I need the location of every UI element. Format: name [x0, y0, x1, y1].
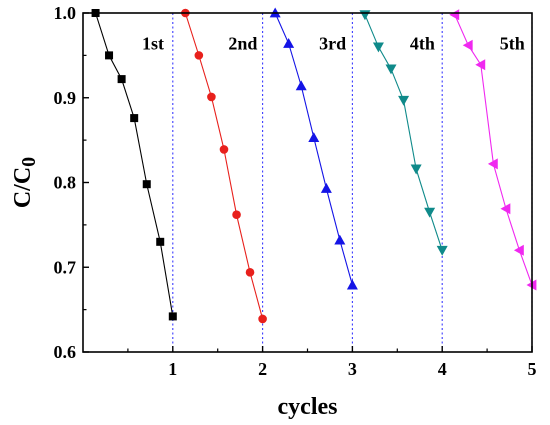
x-tick-label-3: 3: [348, 359, 357, 379]
series-label-2: 2nd: [228, 33, 257, 53]
series-5: [449, 9, 537, 291]
data-point-1-3: [117, 75, 126, 84]
series-label-1: 1st: [142, 33, 164, 53]
x-tick-label-4: 4: [438, 359, 447, 379]
x-tick-label-5: 5: [528, 359, 537, 379]
data-point-3-7: [346, 279, 358, 290]
data-point-2-2: [194, 51, 204, 60]
series-label-3: 3rd: [319, 33, 346, 53]
y-tick-label-4: 0.9: [54, 88, 77, 108]
data-point-4-4: [398, 95, 410, 106]
series-line-5: [454, 14, 533, 286]
data-point-4-5: [410, 164, 422, 175]
series-layer: [91, 7, 537, 324]
data-point-3-6: [334, 234, 346, 245]
series-label-4: 4th: [410, 33, 435, 53]
data-point-5-4: [487, 158, 498, 170]
data-point-3-3: [295, 80, 307, 91]
data-point-2-4: [219, 145, 229, 154]
data-point-1-2: [105, 51, 114, 60]
y-axis-label: C/C0: [10, 157, 40, 208]
series-2: [181, 8, 267, 324]
data-point-3-2: [283, 38, 295, 48]
y-tick-label-3: 0.8: [54, 173, 77, 193]
data-point-5-1: [449, 9, 460, 21]
axis-ticks: 1 2 3 4 5 0.6 0.7 0.8 0.9 1.0: [54, 3, 537, 379]
data-point-4-6: [424, 207, 436, 218]
data-point-4-7: [436, 245, 448, 256]
data-point-5-2: [462, 39, 473, 51]
data-point-2-6: [245, 268, 255, 277]
data-point-5-5: [500, 203, 511, 215]
data-point-2-7: [258, 314, 267, 324]
y-axis-label-main: C/C: [10, 167, 36, 208]
series-label-5: 5th: [500, 33, 525, 53]
data-point-5-6: [513, 244, 524, 256]
data-point-4-2: [372, 42, 384, 53]
data-point-2-3: [207, 92, 216, 102]
y-tick-label-2: 0.7: [54, 257, 77, 277]
data-point-1-7: [168, 312, 177, 321]
y-tick-label-5: 1.0: [54, 3, 77, 23]
data-point-1-5: [142, 180, 151, 189]
data-point-4-3: [385, 64, 397, 75]
data-point-5-3: [475, 59, 486, 71]
data-point-4-1: [359, 10, 371, 21]
series-labels: 1st 2nd 3rd 4th 5th: [142, 33, 525, 53]
x-axis-label: cycles: [278, 394, 338, 420]
x-tick-label-1: 1: [168, 359, 177, 379]
data-point-1-4: [130, 114, 139, 123]
series-1: [91, 9, 177, 321]
data-point-1-6: [156, 237, 165, 246]
y-tick-label-1: 0.6: [54, 342, 77, 362]
data-point-2-5: [232, 210, 241, 220]
data-point-3-5: [320, 182, 332, 193]
y-axis-label-subscript: 0: [18, 157, 40, 167]
x-tick-label-2: 2: [258, 359, 267, 379]
data-point-3-4: [308, 132, 320, 142]
